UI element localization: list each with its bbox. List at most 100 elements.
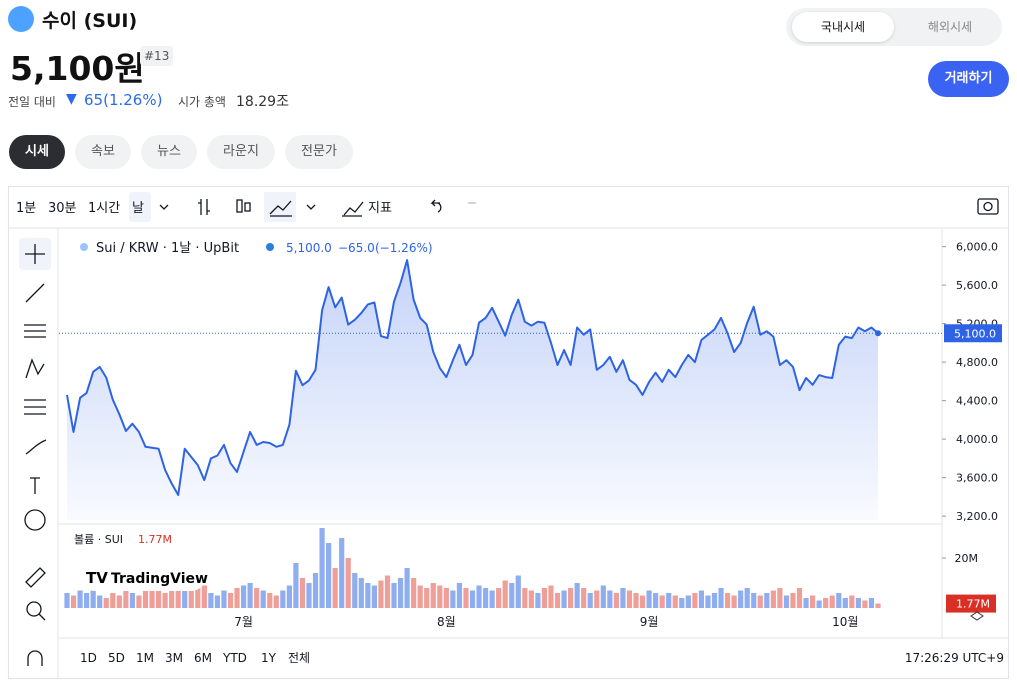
volume-bar [600,585,606,608]
price-line [66,259,879,496]
volume-bar [757,595,763,608]
volume-bar [711,593,718,608]
volume-bar [639,595,646,608]
volume-bar [796,588,803,608]
volume-bar [182,588,188,608]
volume-bar [574,583,580,608]
volume-bar [84,593,90,608]
volume-bar [626,590,633,608]
range[interactable]: 5D [108,651,125,665]
volume-bar [823,598,829,608]
volume-bar [214,595,221,608]
volume-bar [653,593,659,608]
volume-bar [286,585,292,608]
volume-bar [90,588,96,608]
range[interactable]: YTD [222,651,247,665]
volume-bar [77,590,83,608]
volume-bar [482,588,489,608]
interval[interactable]: 날 [132,201,144,216]
volume-bar [110,593,116,608]
volume-bar [247,583,253,608]
tab[interactable]: 시세 [9,135,65,169]
market-cap-label: 시가 총액 [178,95,226,109]
volume-bar [293,563,299,608]
market-cap: 18.29조 [236,94,289,110]
volume-bar [267,593,273,608]
volume-bar [509,583,515,608]
volume-bar [326,543,332,608]
y-tick-label: 20M [955,552,979,565]
change-label: 전일 대비 [8,95,56,109]
coin-icon [8,6,34,32]
volume-bar [554,593,561,608]
tab[interactable]: 전문가 [285,135,353,169]
volume-bar [783,595,790,608]
volume-bar [240,585,247,608]
volume-bar [70,595,77,608]
interval[interactable]: 1시간 [88,201,120,216]
toggle-domestic[interactable]: 국내시세 [792,12,894,42]
volume-bar [450,590,456,608]
volume-bar [731,595,737,608]
volume-bar [535,593,541,608]
volume-bar [607,590,613,608]
y-tick-label: 4,400.0 [956,395,998,408]
volume-bar [345,558,351,608]
volume-bar [594,590,600,608]
range[interactable]: 6M [194,651,212,665]
volume-bar [522,588,528,608]
last-volume-label: 1.77M [956,598,990,611]
change-arrow: ▼ [66,91,77,107]
indicators[interactable]: 지표 [368,201,392,216]
volume-bar [188,590,194,608]
price: 5,100원 [10,49,145,88]
volume-bar [868,598,875,608]
volume-bar [411,578,417,608]
volume-bar [875,603,881,608]
volume-bar [581,588,587,608]
trade-button[interactable]: 거래하기 [928,61,1009,97]
volume-bar [528,590,534,608]
volume-bar [358,578,364,608]
volume-bar [142,588,149,608]
legend-change-pct: (−1.26%) [375,241,433,255]
range[interactable]: 1M [136,651,154,665]
volume-bar [476,585,482,608]
volume-bar [417,585,423,608]
last-volume-box [946,594,996,613]
volume-bar [724,593,731,608]
volume-bar [705,595,711,608]
range[interactable]: 1Y [261,651,277,665]
toggle-global[interactable]: 해외시세 [927,20,973,34]
tab[interactable]: 뉴스 [141,135,197,169]
volume-bar [751,593,757,608]
range[interactable]: 3M [165,651,183,665]
legend-dot [266,243,274,251]
range[interactable]: 1D [80,651,97,665]
tab[interactable]: 속보 [75,135,131,169]
volume-bar [169,583,175,608]
settings-icon[interactable] [970,611,984,621]
volume-bar [568,588,574,608]
volume-bar [855,598,861,608]
volume-bar [666,593,672,608]
volume-bar [116,595,122,608]
interval[interactable]: 1분 [16,201,36,216]
range[interactable]: 전체 [288,651,310,665]
last-price-label: 5,100.0 [954,327,996,340]
interval[interactable]: 30분 [48,201,77,216]
volume-bar [97,595,103,608]
legend-change: −65.0 [338,241,375,255]
volume-bar [273,595,279,608]
volume-bar [312,573,319,608]
volume-bar [790,593,796,608]
tab[interactable]: 라운지 [207,135,275,169]
volume-bar [339,538,345,608]
brand-logo: 𝗧𝗩 [86,569,108,587]
volume-bar [836,593,842,608]
volume-bar [201,585,207,608]
rank: #13 [140,46,174,66]
volume-bar [227,593,234,608]
volume-bar [659,595,665,608]
legend-symbol: Sui / KRW · 1날 · UpBit [96,241,239,256]
